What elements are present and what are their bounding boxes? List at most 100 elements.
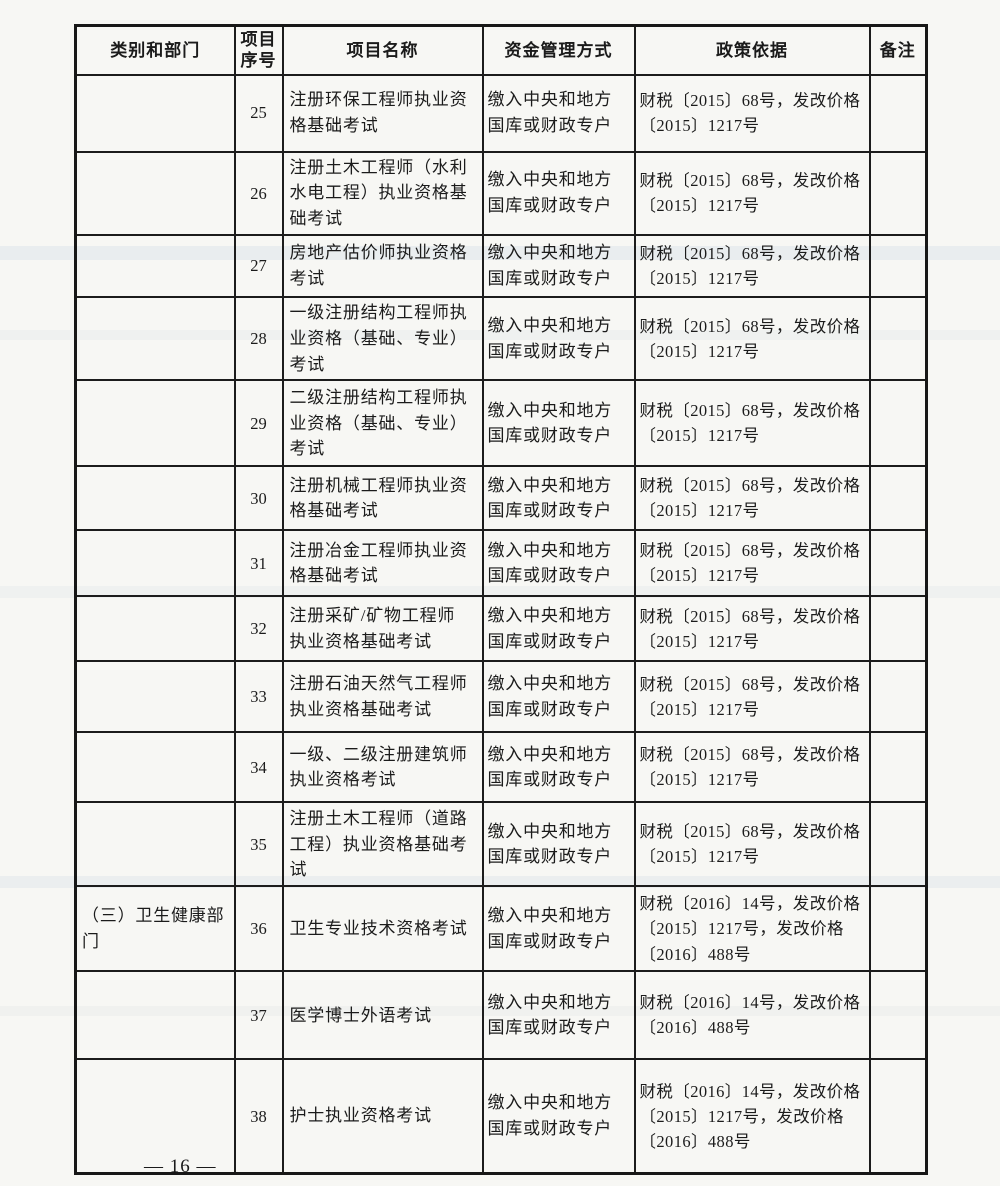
cell-name: 一级、二级注册建筑师执业资格考试 (281, 731, 484, 804)
cell-category (74, 465, 236, 532)
cell-fund: 缴入中央和地方国库或财政专户 (481, 731, 636, 804)
cell-category (74, 73, 236, 153)
cell-note (868, 731, 928, 804)
table-row: 38 护士执业资格考试 缴入中央和地方国库或财政专户 财税〔2016〕14号，发改价格… (74, 1058, 928, 1175)
cell-fund: 缴入中央和地方国库或财政专户 (481, 150, 636, 236)
table-row: 35 注册土木工程师（道路工程）执业资格基础考试 缴入中央和地方国库或财政专户 财税〔… (74, 801, 928, 888)
cell-note (868, 970, 928, 1061)
cell-name: 注册石油天然气工程师执业资格基础考试 (281, 660, 484, 734)
fee-catalog-table: 类别和部门 项目序号 项目名称 资金管理方式 政策依据 备注 25 注册环保工程师… (74, 24, 928, 1175)
header-category: 类别和部门 (74, 24, 236, 76)
cell-policy: 财税〔2016〕14号，发改价格〔2016〕488号 (633, 970, 871, 1061)
table-row: 25 注册环保工程师执业资格基础考试 缴入中央和地方国库或财政专户 财税〔2015〕6… (74, 73, 928, 153)
header-project-name: 项目名称 (281, 24, 484, 76)
header-fund-method: 资金管理方式 (481, 24, 636, 76)
cell-fund: 缴入中央和地方国库或财政专户 (481, 295, 636, 382)
cell-note (868, 595, 928, 663)
cell-no: 34 (233, 731, 284, 804)
cell-category (74, 379, 236, 468)
cell-no: 28 (233, 295, 284, 382)
cell-fund: 缴入中央和地方国库或财政专户 (481, 970, 636, 1061)
cell-fund: 缴入中央和地方国库或财政专户 (481, 885, 636, 973)
cell-policy: 财税〔2015〕68号，发改价格〔2015〕1217号 (633, 465, 871, 532)
cell-name: 注册土木工程师（道路工程）执业资格基础考试 (281, 801, 484, 888)
cell-fund: 缴入中央和地方国库或财政专户 (481, 465, 636, 532)
cell-category (74, 150, 236, 236)
cell-fund: 缴入中央和地方国库或财政专户 (481, 529, 636, 598)
header-note: 备注 (868, 24, 928, 76)
cell-name: 一级注册结构工程师执业资格（基础、专业）考试 (281, 295, 484, 382)
cell-no: 27 (233, 233, 284, 298)
cell-name: 护士执业资格考试 (281, 1058, 484, 1175)
table-row: 26 注册土木工程师（水利水电工程）执业资格基础考试 缴入中央和地方国库或财政专户财… (74, 150, 928, 236)
cell-policy: 财税〔2015〕68号，发改价格〔2015〕1217号 (633, 660, 871, 734)
table-row: 34 一级、二级注册建筑师执业资格考试 缴入中央和地方国库或财政专户 财税〔2015〕… (74, 731, 928, 804)
cell-note (868, 660, 928, 734)
table-row: 32 注册采矿/矿物工程师执业资格基础考试 缴入中央和地方国库或财政专户 财税〔201… (74, 595, 928, 663)
cell-no: 35 (233, 801, 284, 888)
table-row: 33 注册石油天然气工程师执业资格基础考试 缴入中央和地方国库或财政专户 财税〔201… (74, 660, 928, 734)
header-policy-basis: 政策依据 (633, 24, 871, 76)
cell-category (74, 801, 236, 888)
cell-note (868, 465, 928, 532)
cell-no: 26 (233, 150, 284, 236)
cell-category (74, 660, 236, 734)
cell-note (868, 801, 928, 888)
cell-note (868, 885, 928, 973)
cell-name: 注册机械工程师执业资格基础考试 (281, 465, 484, 532)
cell-policy: 财税〔2015〕68号，发改价格〔2015〕1217号 (633, 295, 871, 382)
cell-policy: 财税〔2016〕14号，发改价格〔2015〕1217号，发改价格〔2016〕48… (633, 1058, 871, 1175)
cell-no: 25 (233, 73, 284, 153)
table-row: 28 一级注册结构工程师执业资格（基础、专业）考试 缴入中央和地方国库或财政专户 财税… (74, 295, 928, 382)
cell-no: 37 (233, 970, 284, 1061)
cell-fund: 缴入中央和地方国库或财政专户 (481, 233, 636, 298)
cell-policy: 财税〔2015〕68号，发改价格〔2015〕1217号 (633, 529, 871, 598)
cell-note (868, 295, 928, 382)
cell-note (868, 233, 928, 298)
cell-name: 注册土木工程师（水利水电工程）执业资格基础考试 (281, 150, 484, 236)
cell-category (74, 731, 236, 804)
cell-fund: 缴入中央和地方国库或财政专户 (481, 379, 636, 468)
cell-note (868, 1058, 928, 1175)
cell-no: 38 (233, 1058, 284, 1175)
table-row: 30 注册机械工程师执业资格基础考试 缴入中央和地方国库或财政专户 财税〔2015〕6… (74, 465, 928, 532)
table-row: 29 二级注册结构工程师执业资格（基础、专业）考试 缴入中央和地方国库或财政专户 财税… (74, 379, 928, 468)
cell-category (74, 295, 236, 382)
cell-note (868, 529, 928, 598)
cell-policy: 财税〔2015〕68号，发改价格〔2015〕1217号 (633, 801, 871, 888)
cell-policy: 财税〔2015〕68号，发改价格〔2015〕1217号 (633, 233, 871, 298)
cell-category: （三）卫生健康部门 (74, 885, 236, 973)
cell-fund: 缴入中央和地方国库或财政专户 (481, 1058, 636, 1175)
cell-category (74, 1058, 236, 1175)
cell-policy: 财税〔2015〕68号，发改价格〔2015〕1217号 (633, 150, 871, 236)
table-header-row: 类别和部门 项目序号 项目名称 资金管理方式 政策依据 备注 (74, 24, 928, 76)
cell-note (868, 73, 928, 153)
header-project-no: 项目序号 (233, 24, 284, 76)
table-row: 37 医学博士外语考试 缴入中央和地方国库或财政专户 财税〔2016〕14号，发改价格… (74, 970, 928, 1061)
cell-fund: 缴入中央和地方国库或财政专户 (481, 595, 636, 663)
cell-policy: 财税〔2015〕68号，发改价格〔2015〕1217号 (633, 73, 871, 153)
cell-no: 30 (233, 465, 284, 532)
cell-name: 注册环保工程师执业资格基础考试 (281, 73, 484, 153)
cell-name: 注册采矿/矿物工程师执业资格基础考试 (281, 595, 484, 663)
cell-name: 注册冶金工程师执业资格基础考试 (281, 529, 484, 598)
table-row: 31 注册冶金工程师执业资格基础考试 缴入中央和地方国库或财政专户 财税〔2015〕6… (74, 529, 928, 598)
cell-category (74, 233, 236, 298)
cell-fund: 缴入中央和地方国库或财政专户 (481, 660, 636, 734)
cell-name: 卫生专业技术资格考试 (281, 885, 484, 973)
cell-policy: 财税〔2015〕68号，发改价格〔2015〕1217号 (633, 379, 871, 468)
cell-policy: 财税〔2015〕68号，发改价格〔2015〕1217号 (633, 731, 871, 804)
cell-no: 29 (233, 379, 284, 468)
cell-category (74, 529, 236, 598)
cell-note (868, 379, 928, 468)
table-row: 27 房地产估价师执业资格考试 缴入中央和地方国库或财政专户 财税〔2015〕68号，… (74, 233, 928, 298)
cell-fund: 缴入中央和地方国库或财政专户 (481, 801, 636, 888)
table-body: 25 注册环保工程师执业资格基础考试 缴入中央和地方国库或财政专户 财税〔2015〕6… (74, 73, 928, 1175)
cell-no: 32 (233, 595, 284, 663)
cell-name: 医学博士外语考试 (281, 970, 484, 1061)
cell-no: 31 (233, 529, 284, 598)
cell-no: 33 (233, 660, 284, 734)
cell-policy: 财税〔2015〕68号，发改价格〔2015〕1217号 (633, 595, 871, 663)
cell-no: 36 (233, 885, 284, 973)
